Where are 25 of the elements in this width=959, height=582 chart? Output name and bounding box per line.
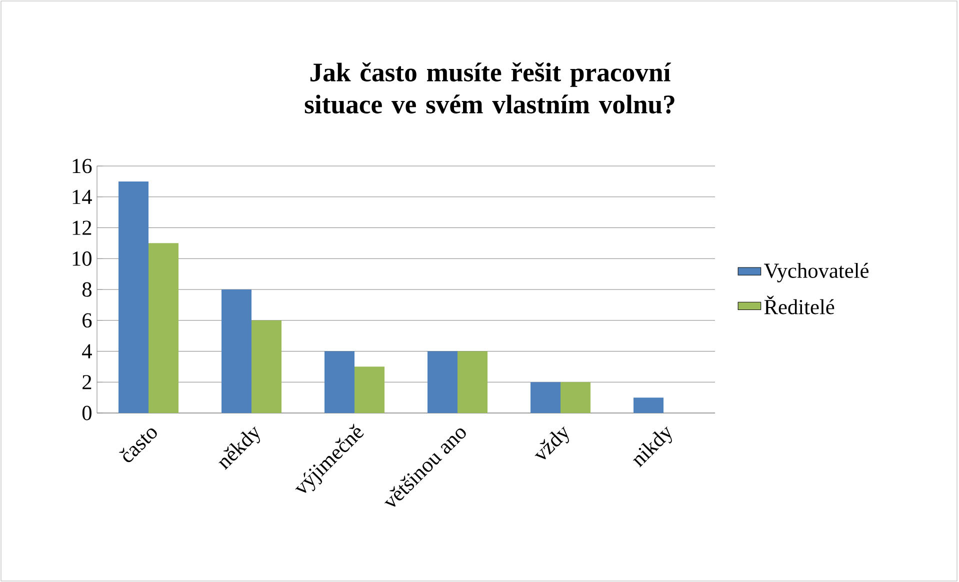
y-tick-label: 6 xyxy=(82,313,92,328)
bar xyxy=(252,320,282,413)
y-tick-label: 14 xyxy=(72,190,92,204)
y-tick-label: 16 xyxy=(72,158,92,174)
y-tick-label: 0 xyxy=(82,406,92,420)
y-tick-label: 12 xyxy=(72,220,92,235)
bar xyxy=(560,382,591,413)
bar xyxy=(148,243,179,413)
chart-title: Jak často musíte řešit pracovní situace ve svém vlastním volnu? xyxy=(304,62,674,114)
bar xyxy=(458,351,488,413)
bar xyxy=(530,382,560,413)
y-tick-label: 10 xyxy=(72,251,92,266)
x-tick-label: často xyxy=(118,428,157,462)
y-tick-label: 2 xyxy=(82,375,92,390)
bar xyxy=(118,181,149,413)
bar xyxy=(354,366,385,413)
bar xyxy=(428,351,458,413)
bar xyxy=(634,398,664,413)
bar xyxy=(222,290,252,413)
legend-label: Vychovatelé xyxy=(764,262,868,282)
x-tick-label: vždy xyxy=(534,426,569,460)
y-tick-label: 8 xyxy=(82,282,92,297)
bar xyxy=(324,351,355,413)
y-tick-label: 4 xyxy=(82,344,92,358)
legend-label: Ředitelé xyxy=(764,296,834,314)
